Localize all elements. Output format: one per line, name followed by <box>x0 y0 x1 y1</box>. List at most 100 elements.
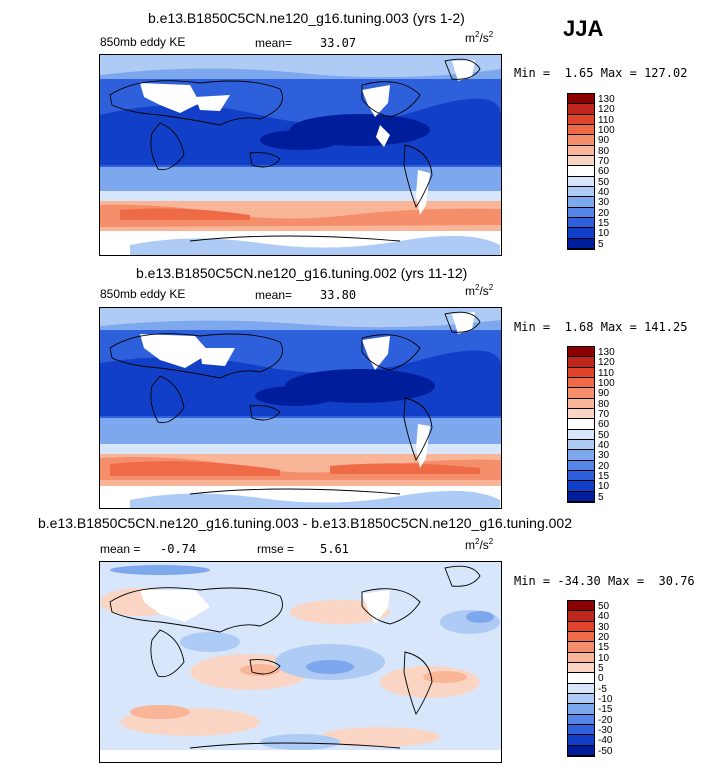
colorbar-tick-label: 70 <box>598 156 610 167</box>
colorbar-cell <box>568 694 594 705</box>
colorbar-tick-label: 80 <box>598 145 610 157</box>
colorbar-cell <box>568 642 594 653</box>
panel1-minmax: Min = 1.65 Max = 127.02 <box>514 66 688 80</box>
colorbar-cell <box>568 725 594 736</box>
colorbar-tick-label: 5 <box>598 491 604 503</box>
colorbar-cell <box>568 218 594 229</box>
panel2-mean-value: 33.80 <box>320 288 357 302</box>
colorbar-cell <box>568 94 594 105</box>
colorbar-tick-label: 60 <box>598 166 610 178</box>
panel3-minmax: Min = -34.30 Max = 30.76 <box>514 574 695 588</box>
colorbar-tick-label: -5 <box>598 683 607 695</box>
panel2-title: b.e13.B1850C5CN.ne120_g16.tuning.002 (yr… <box>136 265 468 281</box>
colorbar-cell <box>568 228 594 239</box>
panel3-rmse-label: rmse = <box>257 542 295 556</box>
colorbar-tick-label: 40 <box>598 440 610 451</box>
panel1-mean-label: mean= <box>255 36 293 50</box>
colorbar-cell <box>568 450 594 461</box>
colorbar-tick-label: 40 <box>598 187 610 198</box>
colorbar-tick-label: 70 <box>598 409 610 420</box>
colorbar-cell <box>568 471 594 482</box>
colorbar-cell <box>568 683 594 694</box>
colorbar-tick-label: 90 <box>598 388 610 400</box>
panel1-map-image <box>100 55 501 255</box>
colorbar-tick-label: 130 <box>598 347 615 358</box>
colorbar-cell <box>568 745 594 756</box>
colorbar-cell <box>568 156 594 167</box>
panel1-variable-label: 850mb eddy KE <box>100 35 186 49</box>
panel2-units: m2/s2 <box>465 283 494 298</box>
colorbar-tick-label: -20 <box>598 714 613 726</box>
colorbar-tick-label: 15 <box>598 642 610 654</box>
panel2-variable-label: 850mb eddy KE <box>100 287 186 301</box>
colorbar-tick-label: 10 <box>598 228 610 240</box>
colorbar-cell <box>568 176 594 187</box>
colorbar-tick-label: 120 <box>598 104 615 116</box>
colorbar-cell <box>568 601 594 612</box>
colorbar-cell <box>568 460 594 471</box>
colorbar-tick-label: 20 <box>598 207 610 219</box>
panel3-mean-label: mean = <box>100 542 141 556</box>
panel2-minmax: Min = 1.68 Max = 141.25 <box>514 320 688 334</box>
colorbar-cell <box>568 207 594 218</box>
colorbar-cell <box>568 673 594 684</box>
colorbar-cell <box>568 481 594 492</box>
colorbar-tick-label: 40 <box>598 611 610 623</box>
colorbar-tick-label: 15 <box>598 218 610 229</box>
colorbar-cell <box>568 429 594 440</box>
colorbar-cell <box>568 440 594 451</box>
colorbar-tick-label: 110 <box>598 367 614 379</box>
colorbar-cell <box>568 735 594 746</box>
panel3-map-image <box>100 562 501 762</box>
panel2-colorbar <box>567 346 595 503</box>
colorbar-cell <box>568 367 594 378</box>
colorbar-tick-label: 30 <box>598 197 610 209</box>
colorbar-cell <box>568 187 594 198</box>
colorbar-cell <box>568 621 594 632</box>
colorbar-tick-label: 50 <box>598 429 610 441</box>
colorbar-tick-label: 90 <box>598 135 610 147</box>
colorbar-cell <box>568 714 594 725</box>
colorbar-cell <box>568 238 594 249</box>
colorbar-cell <box>568 197 594 208</box>
colorbar-cell <box>568 145 594 156</box>
panel2-mean-label: mean= <box>255 288 293 302</box>
colorbar-cell <box>568 378 594 389</box>
colorbar-cell <box>568 114 594 125</box>
colorbar-cell <box>568 704 594 715</box>
colorbar-tick-label: 80 <box>598 398 610 410</box>
colorbar-tick-label: 5 <box>598 663 604 674</box>
colorbar-cell <box>568 135 594 146</box>
colorbar-tick-label: 20 <box>598 460 610 472</box>
colorbar-tick-label: 0 <box>598 673 604 685</box>
panel3-map <box>99 561 502 763</box>
colorbar-cell <box>568 409 594 420</box>
colorbar-tick-label: 130 <box>598 94 615 105</box>
colorbar-tick-label: 20 <box>598 632 610 643</box>
panel3-colorbar <box>567 600 595 757</box>
panel3-rmse-value: 5.61 <box>320 542 349 556</box>
colorbar-cell <box>568 663 594 674</box>
colorbar-tick-label: -50 <box>598 745 613 757</box>
colorbar-tick-label: -40 <box>598 735 613 747</box>
colorbar-cell <box>568 652 594 663</box>
colorbar-tick-label: 120 <box>598 357 615 369</box>
colorbar-tick-label: 10 <box>598 481 610 493</box>
colorbar-tick-label: 15 <box>598 471 610 482</box>
panel3-mean-value: -0.74 <box>160 542 197 556</box>
colorbar-tick-label: 100 <box>598 378 615 389</box>
colorbar-cell <box>568 166 594 177</box>
colorbar-cell <box>568 491 594 502</box>
panel2-map <box>99 307 502 509</box>
panel3-units: m2/s2 <box>465 537 494 552</box>
colorbar-tick-label: 5 <box>598 238 604 250</box>
colorbar-cell <box>568 611 594 622</box>
colorbar-tick-label: -30 <box>598 725 613 736</box>
season-label: JJA <box>563 16 604 41</box>
panel3-title: b.e13.B1850C5CN.ne120_g16.tuning.003 - b… <box>38 515 572 531</box>
panel1-units: m2/s2 <box>465 30 494 45</box>
colorbar-cell <box>568 347 594 358</box>
colorbar-tick-label: 50 <box>598 176 610 188</box>
colorbar-tick-label: 110 <box>598 114 614 126</box>
colorbar-cell <box>568 125 594 136</box>
